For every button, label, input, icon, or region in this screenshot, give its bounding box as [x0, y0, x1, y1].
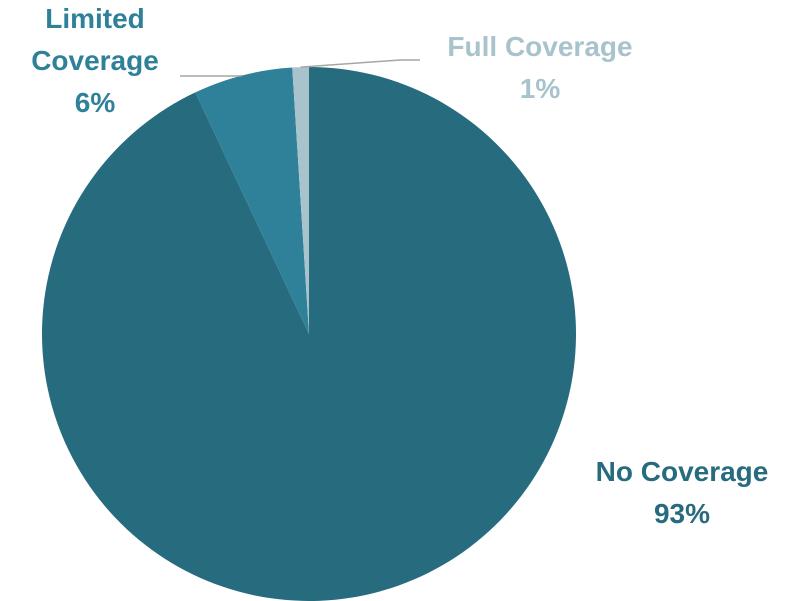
leader-line — [300, 59, 420, 68]
slice-percent: 93% — [654, 498, 710, 529]
pie-slice-no-coverage — [41, 67, 576, 601]
slice-label: Full Coverage — [447, 31, 632, 62]
slice-label: Coverage — [31, 45, 159, 76]
slice-label: Limited — [45, 3, 145, 34]
leader-line — [180, 74, 243, 77]
pie-slice-limited-coverage — [195, 67, 309, 335]
label-full-coverage: Full Coverage 1% — [447, 31, 632, 104]
label-limited-coverage: Limited Coverage 6% — [31, 3, 159, 118]
slice-percent: 6% — [75, 87, 116, 118]
leader-lines — [180, 59, 420, 77]
label-no-coverage: No Coverage 93% — [596, 456, 769, 529]
slice-percent: 1% — [520, 73, 561, 104]
pie-slice-full-coverage — [292, 67, 309, 334]
slice-label: No Coverage — [596, 456, 769, 487]
pie-slices — [41, 67, 576, 601]
